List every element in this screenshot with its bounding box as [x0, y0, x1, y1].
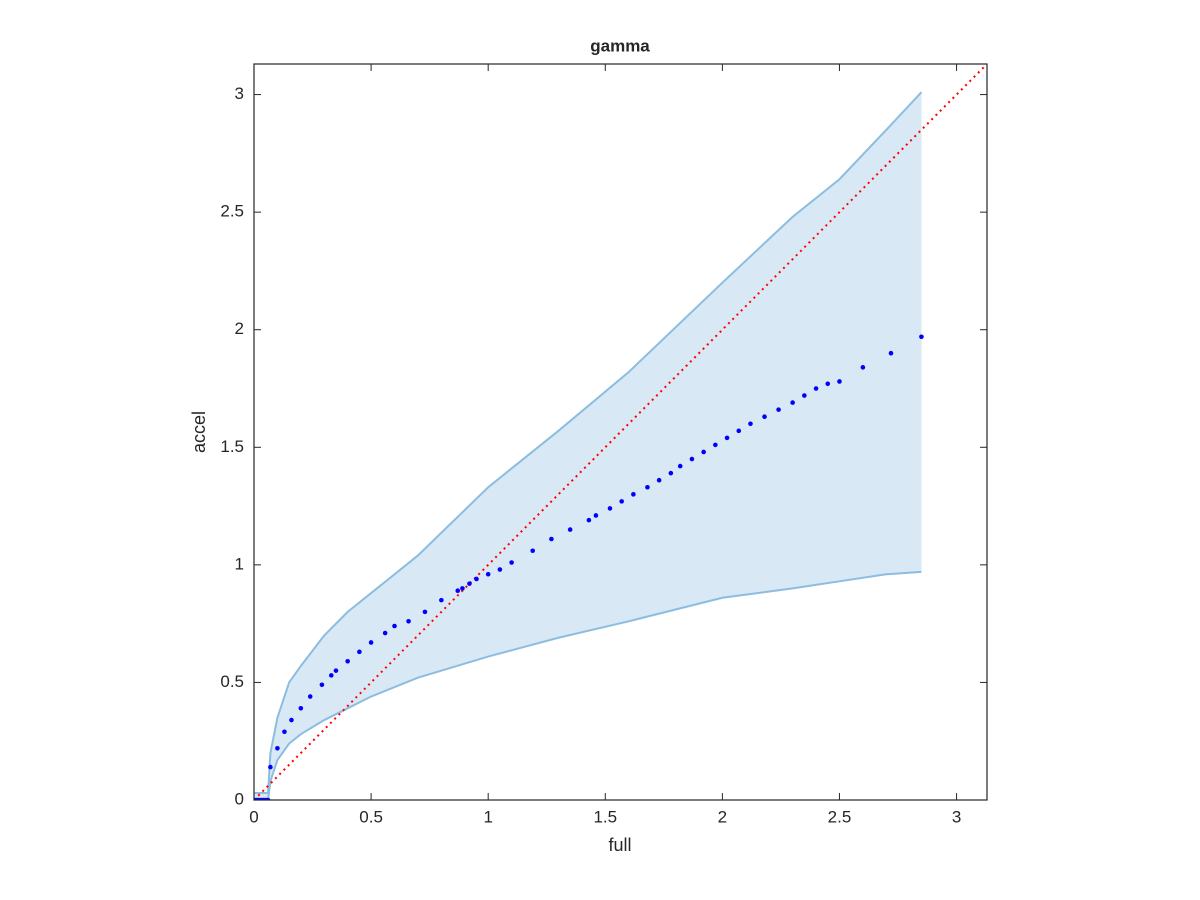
point [368, 640, 374, 645]
point [736, 428, 742, 434]
point [668, 470, 674, 476]
x-tick-label: 1.5 [593, 807, 617, 826]
y-tick-label: 1.5 [220, 437, 244, 456]
point [713, 442, 718, 448]
point [888, 350, 894, 356]
y-axis-label: accel [189, 411, 209, 453]
point [282, 729, 287, 735]
point [467, 581, 472, 586]
x-tick-label: 1 [483, 807, 492, 826]
axes-box [253, 63, 988, 801]
point [631, 492, 636, 497]
point [619, 499, 624, 504]
x-tick-label: 0 [249, 807, 258, 826]
point [549, 536, 554, 542]
x-tick-label: 3 [952, 807, 961, 826]
x-tick-label: 2.5 [828, 807, 852, 826]
y-tick-label: 0.5 [220, 672, 244, 691]
point [567, 527, 573, 532]
y-tick-label: 2.5 [220, 202, 244, 221]
point [268, 764, 273, 770]
point [345, 658, 350, 664]
point [677, 463, 683, 469]
point [919, 334, 924, 340]
point [333, 668, 339, 673]
point [509, 560, 514, 565]
point [497, 567, 503, 572]
chart-title: gamma [590, 36, 650, 55]
point [656, 477, 662, 483]
point [645, 484, 650, 490]
plot-area [254, 64, 987, 800]
point [275, 745, 280, 751]
y-tick-label: 3 [235, 84, 244, 103]
y-tick-label: 2 [235, 319, 244, 338]
point [860, 365, 866, 370]
point [530, 548, 535, 554]
point [825, 381, 831, 387]
point [455, 588, 461, 594]
x-tick-label: 0.5 [359, 807, 383, 826]
point [439, 597, 444, 603]
band-fill [254, 92, 922, 800]
point [802, 393, 807, 398]
point [392, 623, 397, 629]
band-upper [254, 91, 923, 794]
point [460, 586, 465, 591]
point [813, 386, 819, 391]
y-tick-label: 1 [235, 554, 244, 573]
x-axis-label: full [608, 835, 631, 855]
point [607, 506, 613, 511]
point [319, 682, 325, 688]
point [382, 630, 388, 636]
point [298, 705, 304, 711]
point [474, 576, 479, 582]
point [762, 414, 767, 420]
point [790, 400, 795, 405]
y-tick-label: 0 [235, 789, 244, 808]
point [724, 435, 730, 441]
point [406, 618, 411, 624]
x-tick-label: 2 [718, 807, 727, 826]
point [485, 571, 491, 577]
point [837, 379, 842, 384]
band-lower [254, 570, 922, 800]
point [701, 449, 706, 455]
point [357, 649, 362, 655]
point [328, 673, 334, 678]
point [748, 421, 753, 427]
point [307, 694, 313, 699]
reference-line [254, 64, 987, 800]
point [593, 513, 599, 518]
point [689, 456, 695, 462]
point [586, 517, 592, 523]
point [422, 609, 428, 615]
point [776, 407, 781, 412]
point [289, 717, 294, 723]
